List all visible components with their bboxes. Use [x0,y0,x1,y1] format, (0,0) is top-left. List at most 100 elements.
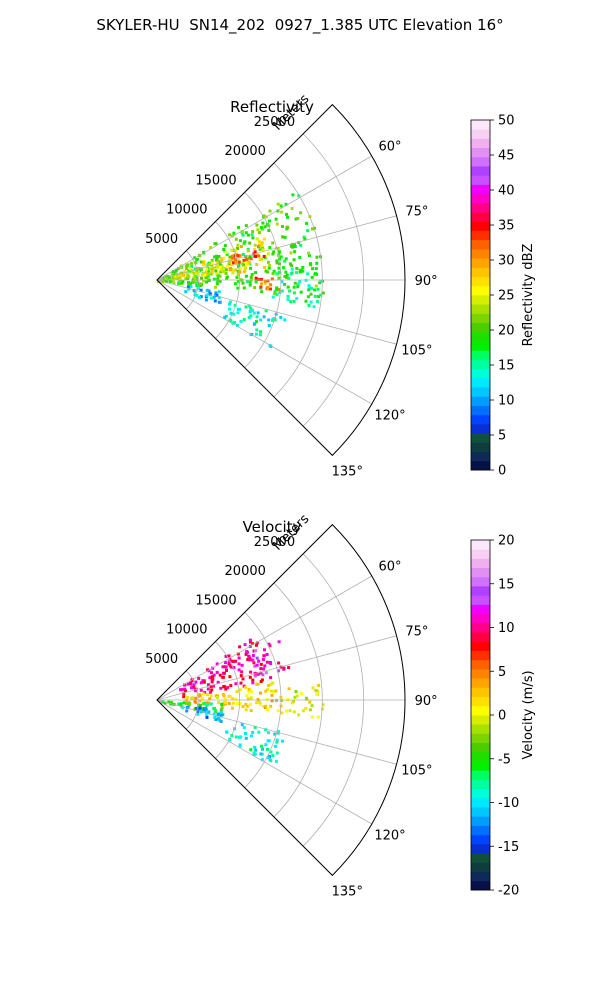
echo-gate [238,270,242,274]
echo-gate [260,246,264,250]
colorbar-swatch [471,843,490,854]
colorbar-swatch [471,202,490,213]
colorbar-tick-label: 15 [498,359,515,374]
echo-gate [238,743,242,747]
echo-gate [199,688,203,692]
echo-gate [275,740,279,744]
colorbar-swatch [471,705,490,716]
azimuth-gridline [156,575,372,701]
echo-gate [255,701,259,705]
echo-gate [277,276,281,280]
echo-gate [166,277,170,281]
echo-gate [248,310,252,313]
echo-gate [234,659,237,663]
echo-gate [261,221,265,225]
echo-gate [259,671,263,675]
echo-gate [179,265,183,269]
echo-gate [214,242,218,246]
echo-gate [289,300,293,304]
echo-gate [236,286,240,290]
echo-gate [276,202,280,206]
echo-gate [181,706,185,710]
echo-gate [254,271,257,275]
echo-gate [308,708,312,712]
echo-gate [233,303,237,307]
echo-gate [235,690,239,694]
echo-gate [188,681,192,685]
echo-gate [204,707,208,710]
echo-gate [265,653,269,656]
echo-gate [238,688,242,692]
echo-gate [242,318,246,322]
echo-gate [260,277,263,281]
echo-gate [237,260,241,264]
echo-gate [249,670,253,674]
echo-gate [319,279,323,283]
colorbar-tick-label: 15 [498,577,515,592]
echo-gate [246,262,250,266]
colorbar-tick-label: 50 [498,114,515,129]
echo-gate [298,280,302,284]
echo-gate [192,685,196,689]
echo-gate [264,704,268,708]
echo-gate [259,752,263,756]
echo-gate [283,275,287,278]
echo-gate [311,227,314,231]
echo-gate [238,307,241,311]
echo-gate [240,723,244,727]
echo-gate [277,640,281,644]
colorbar-swatch [471,761,490,771]
echo-gate [298,270,302,274]
echo-gate [249,709,253,712]
echo-gate [232,231,236,235]
echo-gate [259,680,263,683]
echo-gate [307,284,311,288]
echo-gate [218,260,222,264]
colorbar-swatch [471,156,490,167]
echo-gate [295,694,299,698]
echo-gate [244,274,248,278]
colorbar-swatch [471,613,490,624]
echo-gate [245,650,249,654]
echo-gate [269,704,273,708]
echo-gate [314,284,318,288]
echo-gate [267,318,271,322]
echo-gate [246,704,249,708]
echo-gate [307,304,311,307]
sector-frame [156,103,406,457]
echo-gate [261,248,265,252]
echo-gate [224,665,228,669]
echo-gate [240,663,244,667]
echo-gate [236,273,240,277]
echo-gate [298,255,302,259]
echo-gate [290,701,294,705]
echo-gate [251,236,255,240]
echo-gate [205,280,209,284]
echo-gate [204,298,208,302]
echo-gate [292,299,296,303]
echo-gate [196,712,200,716]
echo-gate [182,692,186,696]
echo-gate [266,747,269,751]
echo-gate [206,687,210,691]
echo-gate [275,222,279,226]
echo-gate [274,689,278,693]
echo-gate [312,305,316,309]
echo-gate [244,732,247,735]
colorbar-tick-label: -15 [498,840,519,855]
echo-gate [276,669,280,673]
echo-gate [258,243,262,247]
r-tick-label: 5000 [145,232,178,247]
echo-gate [215,256,219,260]
echo-gate [273,732,277,736]
echo-gate [260,744,263,748]
echo-gate [268,246,272,249]
echo-gate [216,680,220,684]
echo-gate [209,296,213,300]
echo-gate [260,290,264,294]
echo-gate [261,673,265,677]
echo-gate [287,276,291,280]
echo-gate [214,258,218,262]
colorbar-swatch [471,733,490,744]
